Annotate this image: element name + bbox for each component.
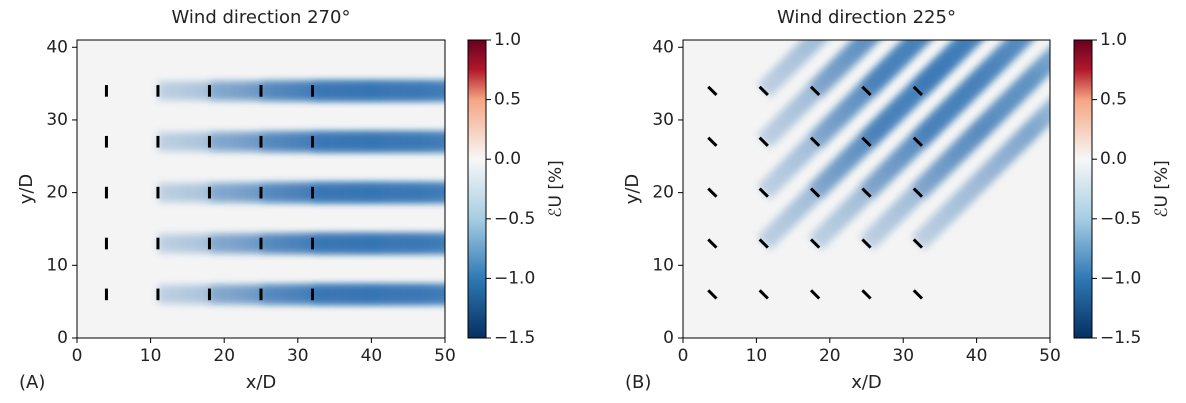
y-tick-label: 10 bbox=[652, 255, 674, 275]
x-axis-label: x/D bbox=[851, 372, 882, 393]
x-tick-label: 20 bbox=[819, 346, 841, 366]
wake bbox=[312, 81, 445, 101]
x-tick-label: 0 bbox=[678, 346, 689, 366]
wake-layer bbox=[757, 40, 1050, 251]
y-tick-label: 0 bbox=[663, 328, 674, 348]
turbine bbox=[809, 289, 821, 300]
colorbar-tick-label: 0.5 bbox=[494, 90, 521, 110]
panel-label: (B) bbox=[625, 372, 651, 393]
x-tick-label: 10 bbox=[746, 346, 768, 366]
y-tick-label: 40 bbox=[652, 37, 674, 57]
colorbar-tick-label: 0.0 bbox=[494, 149, 521, 169]
x-tick-label: 50 bbox=[1039, 346, 1061, 366]
turbine bbox=[809, 85, 821, 97]
colorbar bbox=[467, 39, 487, 339]
y-tick-label: 30 bbox=[652, 110, 674, 130]
wake bbox=[312, 132, 445, 152]
y-tick-label: 20 bbox=[652, 183, 674, 203]
turbine bbox=[861, 187, 872, 198]
colorbar-tick-label: −0.5 bbox=[494, 209, 535, 229]
turbine bbox=[758, 289, 769, 300]
turbine bbox=[912, 187, 924, 198]
turbine bbox=[912, 289, 924, 300]
wake bbox=[312, 284, 445, 304]
y-axis-label: y/D bbox=[622, 174, 643, 205]
colorbar-tick-label: 0.5 bbox=[1100, 90, 1127, 110]
turbine bbox=[809, 136, 821, 147]
wake bbox=[312, 234, 445, 253]
colorbar bbox=[1073, 39, 1093, 339]
panel-label: (A) bbox=[19, 372, 45, 393]
colorbar-tick-label: −1.5 bbox=[1100, 328, 1141, 348]
turbine bbox=[707, 238, 718, 249]
colorbar-tick-label: 1.0 bbox=[1100, 30, 1127, 50]
turbine bbox=[707, 136, 718, 147]
plot-frame bbox=[76, 39, 446, 339]
turbine bbox=[707, 289, 718, 300]
colorbar-label: ℰU [%] bbox=[1152, 160, 1172, 218]
turbine bbox=[809, 238, 821, 249]
colorbar-tick-label: −0.5 bbox=[1100, 209, 1141, 229]
x-tick-label: 10 bbox=[140, 346, 162, 366]
chart-title: Wind direction 225° bbox=[777, 7, 956, 28]
x-tick-label: 30 bbox=[287, 346, 309, 366]
x-tick-label: 40 bbox=[361, 346, 383, 366]
y-tick-label: 10 bbox=[46, 255, 68, 275]
colorbar-tick-label: −1.0 bbox=[1100, 268, 1141, 288]
turbine bbox=[758, 136, 769, 147]
x-tick-label: 50 bbox=[434, 346, 456, 366]
turbine bbox=[861, 289, 872, 300]
y-tick-label: 30 bbox=[46, 110, 68, 130]
wake bbox=[911, 40, 1050, 200]
y-tick-label: 0 bbox=[57, 328, 68, 348]
turbine bbox=[912, 136, 924, 147]
y-tick-label: 40 bbox=[46, 37, 68, 57]
turbine bbox=[758, 85, 769, 97]
colorbar-tick-label: −1.0 bbox=[494, 268, 535, 288]
turbine bbox=[758, 238, 769, 249]
colorbar-label: ℰU [%] bbox=[546, 160, 566, 218]
chart-title: Wind direction 270° bbox=[172, 7, 351, 28]
turbine bbox=[707, 85, 718, 97]
turbine bbox=[758, 187, 769, 198]
colorbar-tick-label: −1.5 bbox=[494, 328, 535, 348]
x-tick-label: 0 bbox=[72, 346, 83, 366]
y-axis-label: y/D bbox=[16, 174, 37, 205]
wake bbox=[312, 183, 445, 203]
wake bbox=[911, 40, 1050, 251]
wake-layer bbox=[157, 81, 445, 304]
x-tick-label: 20 bbox=[213, 346, 235, 366]
colorbar-tick-label: 0.0 bbox=[1100, 149, 1127, 169]
x-axis-label: x/D bbox=[246, 372, 277, 393]
colorbar-tick-label: 1.0 bbox=[494, 30, 521, 50]
turbine bbox=[861, 136, 872, 147]
y-tick-label: 20 bbox=[46, 183, 68, 203]
plot-frame bbox=[682, 39, 1051, 339]
x-tick-label: 30 bbox=[892, 346, 914, 366]
turbine bbox=[861, 238, 872, 249]
turbine bbox=[707, 187, 718, 198]
x-tick-label: 40 bbox=[966, 346, 988, 366]
turbine bbox=[912, 238, 924, 249]
turbine bbox=[861, 85, 872, 97]
turbine bbox=[809, 187, 821, 198]
wake bbox=[911, 40, 1050, 149]
turbine bbox=[912, 85, 924, 97]
